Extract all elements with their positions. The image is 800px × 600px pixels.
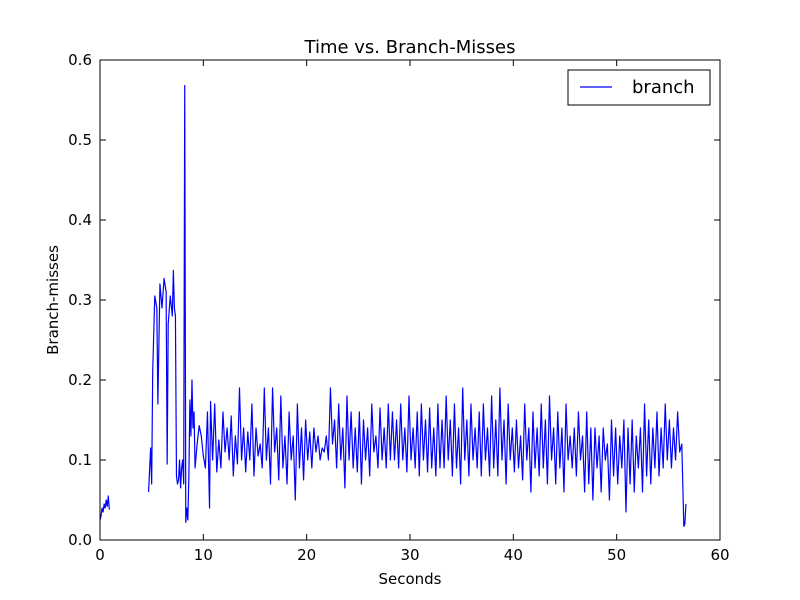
y-tick-label: 0.0 [68,531,92,549]
legend: branch [567,69,711,106]
legend-label-branch: branch [632,77,695,98]
y-tick-label: 0.5 [68,131,92,149]
plot-area [99,85,687,527]
y-tick-label: 0.3 [68,291,92,309]
x-tick-label: 30 [400,546,419,564]
y-axis-title: Branch-misses [44,245,62,355]
x-axis-title: Seconds [378,570,441,588]
x-tick-label: 10 [194,546,213,564]
series-line-branch [147,85,687,527]
y-tick-label: 0.1 [68,451,92,469]
x-tick-label: 40 [504,546,523,564]
y-tick-label: 0.4 [68,211,92,229]
y-tick-label: 0.6 [68,51,92,69]
series-line-branch [99,495,110,521]
x-tick-label: 0 [95,546,105,564]
x-tick-label: 60 [710,546,729,564]
x-tick-label: 20 [297,546,316,564]
axes: 0 10 20 30 40 50 60 0.0 0.1 0.2 0.3 0.4 0.5 0.6 [68,51,729,564]
chart-title: Time vs. Branch-Misses [304,37,516,58]
y-tick-label: 0.2 [68,371,92,389]
x-tick-label: 50 [607,546,626,564]
